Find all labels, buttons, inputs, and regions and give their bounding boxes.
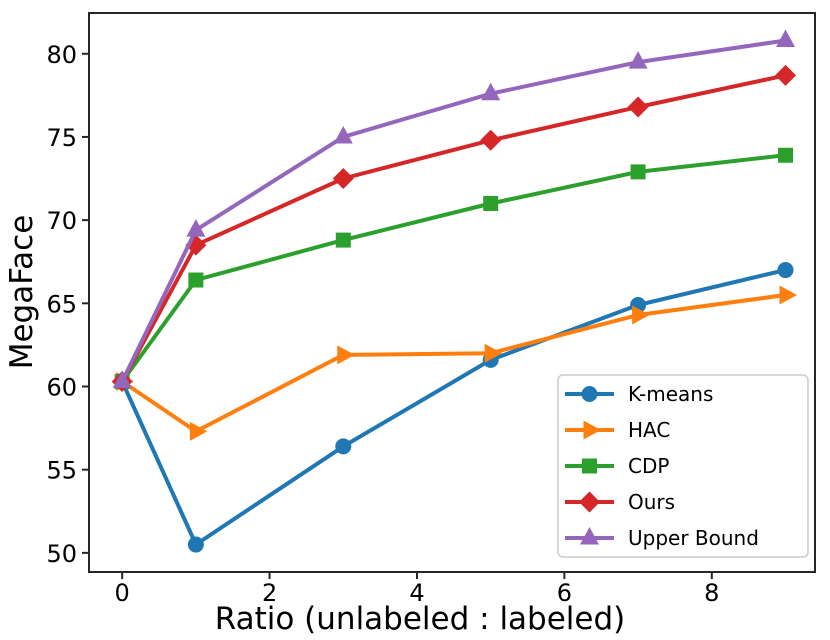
legend: K-means HAC CDP Ours Upper Bound — [557, 374, 809, 558]
series-line-ours — [120, 73, 788, 384]
legend-label-ours: Ours — [628, 490, 675, 514]
x-tick-label: 2 — [262, 579, 277, 607]
y-tick-label: 50 — [46, 540, 77, 568]
legend-label-k-means: K-means — [628, 382, 713, 406]
plot-spines — [88, 12, 816, 573]
y-tick-label: 75 — [46, 124, 77, 152]
y-axis-label: MegaFace — [4, 215, 40, 370]
legend-swatch-marker-hac — [583, 420, 601, 440]
marker-k-means — [335, 438, 352, 455]
y-tick-label: 60 — [46, 373, 77, 401]
x-tick-label: 0 — [115, 579, 130, 607]
marker-cdp — [188, 272, 204, 288]
series-ours — [111, 64, 797, 393]
x-tick-label: 6 — [557, 579, 572, 607]
marker-ours — [480, 129, 502, 151]
marker-cdp — [630, 164, 646, 180]
marker-upper-bound — [776, 29, 796, 47]
legend-entry-k-means: K-means — [565, 382, 713, 406]
marker-hac — [484, 343, 503, 363]
marker-ours — [627, 96, 649, 118]
marker-upper-bound — [628, 51, 648, 69]
marker-k-means — [777, 262, 794, 279]
marker-hac — [337, 345, 355, 365]
legend-label-hac: HAC — [628, 418, 670, 442]
series-upper-bound — [112, 29, 796, 389]
legend-label-upper-bound: Upper Bound — [628, 526, 759, 550]
series-line-hac — [120, 293, 788, 434]
marker-ours — [775, 64, 797, 86]
x-tick-label: 8 — [704, 579, 719, 607]
legend-swatch-marker-k-means — [581, 386, 598, 402]
x-axis-label: Ratio (unlabeled : labeled) — [215, 601, 626, 637]
marker-upper-bound — [186, 219, 206, 237]
y-tick-label: 80 — [46, 41, 77, 69]
x-tick-label: 4 — [409, 579, 424, 607]
legend-swatch-marker-ours — [579, 491, 600, 513]
marker-upper-bound — [112, 370, 132, 389]
marker-hac — [632, 305, 650, 325]
marker-k-means — [187, 536, 204, 553]
marker-upper-bound — [481, 82, 501, 101]
series-line-cdp — [120, 153, 788, 384]
y-tick-label: 55 — [46, 457, 77, 485]
legend-entry-hac: HAC — [565, 418, 670, 442]
y-tick-label: 65 — [46, 290, 77, 318]
legend-swatch-marker-cdp — [582, 458, 597, 474]
y-tick-label: 70 — [46, 207, 77, 235]
legend-swatch-marker-upper-bound — [580, 527, 599, 545]
marker-cdp — [778, 147, 794, 163]
plot-area: 0 2 4 6 8 50 55 60 65 70 75 80 — [46, 12, 816, 607]
marker-upper-bound — [333, 125, 353, 144]
marker-cdp — [335, 232, 351, 248]
legend-entry-upper-bound: Upper Bound — [565, 526, 759, 550]
marker-hac — [189, 421, 208, 441]
series-line-upper-bound — [120, 38, 788, 384]
legend-box — [557, 374, 809, 558]
legend-label-cdp: CDP — [628, 454, 669, 478]
series-line-k-means — [120, 268, 788, 547]
legend-entry-ours: Ours — [565, 490, 675, 514]
marker-hac — [779, 285, 798, 305]
marker-cdp — [483, 195, 499, 211]
marker-ours — [332, 168, 354, 190]
legend-entry-cdp: CDP — [565, 454, 669, 478]
series-hac — [116, 285, 798, 441]
